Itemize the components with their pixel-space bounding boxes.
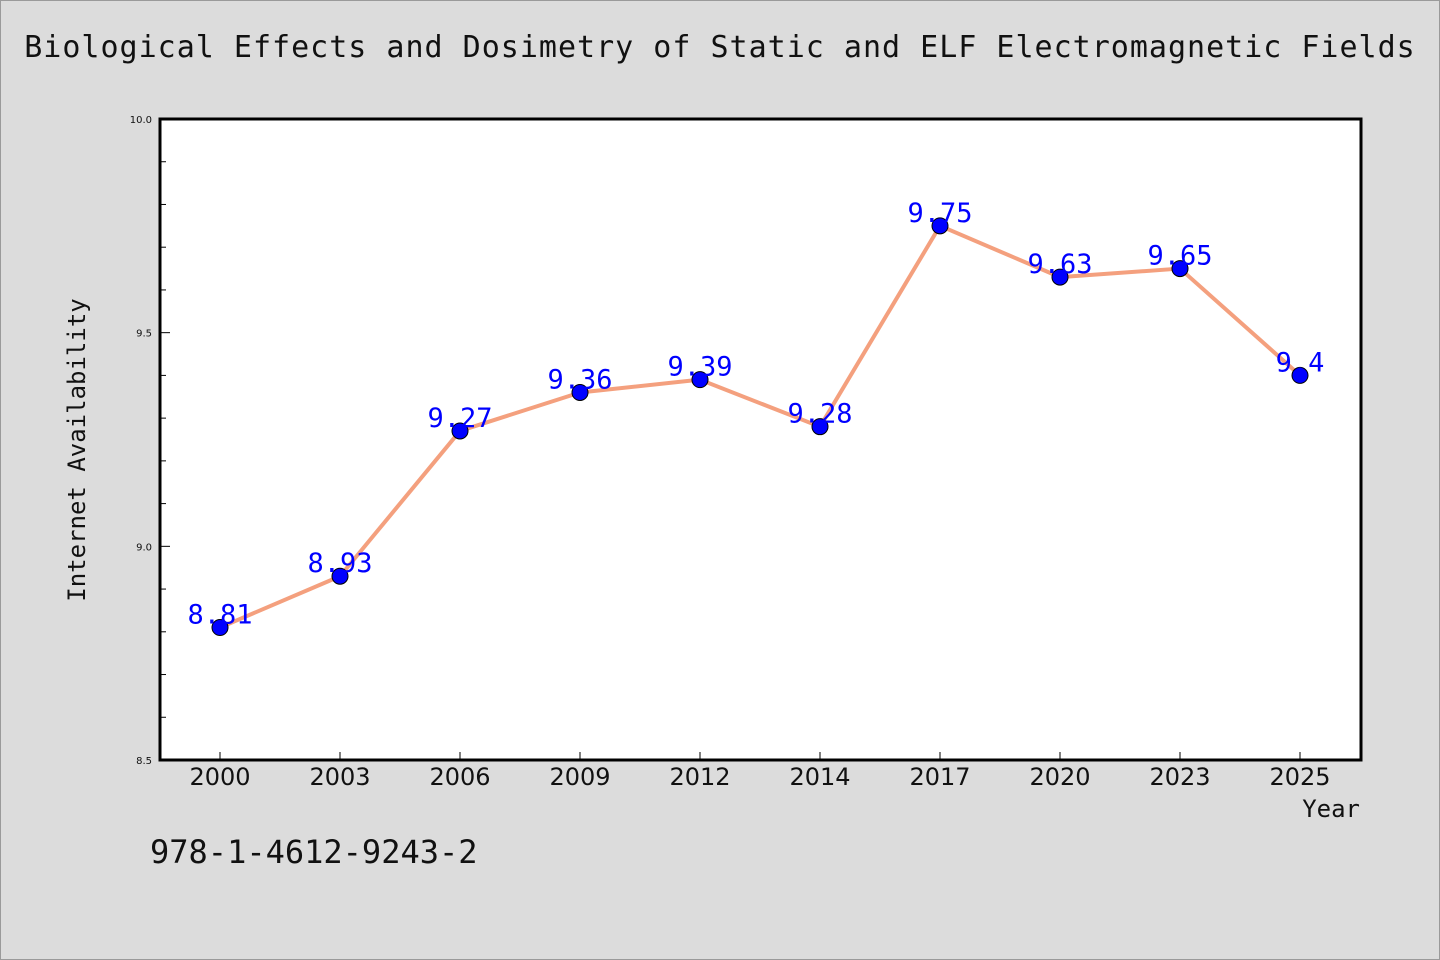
data-point (811, 418, 829, 436)
x-tick-label: 2014 (789, 763, 850, 791)
x-tick-label: 2023 (1149, 763, 1210, 791)
data-label: 9.75 (907, 198, 972, 229)
x-axis-ticks: 2000 2003 2006 2009 2012 2014 2017 2020 2023 2025 (189, 752, 1331, 791)
y-axis-ticks: 8.5 9.0 9.5 10.0 (130, 115, 170, 767)
y-tick-label: 9.5 (136, 329, 152, 340)
data-point (211, 619, 229, 637)
x-tick-label: 2020 (1029, 763, 1090, 791)
data-point (931, 217, 949, 235)
y-tick-label: 9.0 (136, 542, 152, 553)
data-point (1051, 268, 1069, 286)
x-tick-label: 2025 (1269, 763, 1330, 791)
data-label: 9.65 (1147, 241, 1212, 272)
data-label: 9.4 (1276, 347, 1325, 378)
data-label: 9.27 (427, 403, 492, 434)
data-label: 9.28 (787, 399, 852, 430)
data-label: 9.63 (1027, 249, 1092, 280)
x-axis-label: Year (1302, 795, 1360, 823)
data-label: 8.93 (307, 548, 372, 579)
data-point (1171, 260, 1189, 278)
y-tick-label: 10.0 (130, 115, 152, 126)
x-tick-label: 2012 (669, 763, 730, 791)
series-line (219, 223, 1302, 630)
isbn-footer: 978-1-4612-9243-2 (150, 833, 478, 871)
data-point (571, 383, 589, 401)
data-point (451, 422, 469, 440)
data-labels: 8.81 8.93 9.27 9.36 9.39 9.28 9.75 9.63 9.65 9.4 (187, 198, 1324, 631)
data-point (331, 567, 349, 585)
data-label: 9.39 (667, 352, 732, 383)
plot-area (158, 117, 1363, 762)
x-tick-label: 2006 (429, 763, 490, 791)
chart-title: Biological Effects and Dosimetry of Stat… (24, 30, 1416, 65)
x-tick-label: 2017 (909, 763, 970, 791)
x-tick-label: 2003 (309, 763, 370, 791)
data-point (1291, 366, 1309, 384)
data-markers (211, 217, 1309, 637)
x-tick-label: 2000 (189, 763, 250, 791)
x-tick-label: 2009 (549, 763, 610, 791)
data-label: 9.36 (547, 364, 612, 395)
y-tick-label: 8.5 (136, 756, 152, 767)
data-label: 8.81 (187, 600, 252, 631)
data-point (691, 371, 709, 389)
